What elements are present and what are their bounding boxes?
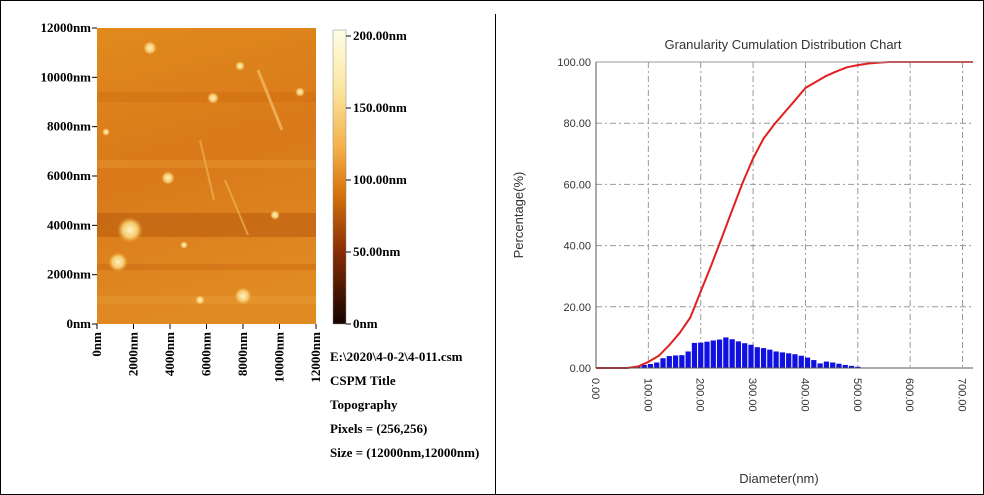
histogram-bar [685, 351, 691, 368]
x-tick-label: 700.00 [956, 378, 968, 412]
afm-topography-image [97, 28, 316, 324]
y-tick-label: 80.00 [563, 118, 591, 130]
panel-divider [495, 14, 496, 495]
afm-y-tick-label: 10000nm [40, 69, 91, 84]
afm-y-tick-label: 2000nm [47, 267, 91, 282]
afm-y-tick-label: 6000nm [47, 168, 91, 183]
chart-axes: 0.00 20.00 40.00 60.00 80.00 100.00 0.00 100.00… [557, 57, 973, 412]
afm-info-pixels: Pixels = (256,256) [330, 421, 427, 436]
afm-panel: 12000nm10000nm8000nm6000nm4000nm2000nm0n… [40, 20, 479, 460]
histogram-bar [729, 339, 735, 368]
afm-y-axis: 12000nm 10000nm 8000nm 6000nm 4000nm 2000nm 0n… [40, 20, 97, 331]
afm-colorbar-tick-label: 200.00nm [353, 28, 407, 43]
histogram-bar [679, 355, 685, 368]
histogram-bar [823, 361, 830, 368]
histogram-bar [786, 353, 792, 368]
histogram-bar [691, 342, 698, 368]
histogram-bar [672, 355, 679, 368]
histogram-bar [855, 366, 861, 368]
histogram-bar [817, 363, 823, 368]
histogram-bar [742, 343, 748, 368]
histogram-bar [704, 341, 710, 368]
y-tick-label: 0.00 [570, 363, 591, 375]
afm-colorbar-tick-label: 50.00nm [353, 244, 400, 259]
histogram-bar [811, 360, 817, 368]
histogram-bar [754, 347, 760, 368]
afm-x-tick-label: 4000nm [162, 332, 177, 376]
y-tick-label: 20.00 [563, 302, 591, 314]
y-tick-label: 60.00 [563, 179, 591, 191]
chart-title: Granularity Cumulation Distribution Char… [665, 37, 902, 52]
chart-histogram [635, 337, 861, 368]
chart-grid [596, 61, 973, 368]
afm-x-tick-label: 0nm [89, 332, 104, 357]
x-tick-label: 300.00 [746, 378, 758, 412]
histogram-bar [767, 349, 773, 368]
afm-info-file: E:\2020\4-0-2\4-011.csm [330, 349, 463, 364]
afm-y-tick-label: 4000nm [47, 217, 91, 232]
afm-y-tick-label: 12000nm [40, 20, 91, 35]
afm-info-title: CSPM Title [330, 373, 396, 388]
histogram-bar [698, 342, 704, 368]
x-tick-label: 100.00 [641, 378, 653, 412]
afm-info: E:\2020\4-0-2\4-011.csm CSPM Title Topog… [330, 349, 479, 460]
x-tick-label: 0.00 [589, 378, 601, 399]
y-tick-label: 100.00 [557, 57, 591, 69]
histogram-bar [654, 362, 660, 368]
histogram-bar [773, 351, 779, 368]
histogram-bar [792, 354, 798, 368]
chart-xlabel: Diameter(nm) [739, 471, 818, 486]
histogram-bar [830, 362, 836, 368]
histogram-bar [723, 337, 729, 368]
histogram-bar [641, 364, 647, 368]
afm-info-size: Size = (12000nm,12000nm) [330, 445, 479, 460]
histogram-bar [848, 365, 855, 368]
afm-colorbar-tick-label: 150.00nm [353, 100, 407, 115]
chart-ylabel: Percentage(%) [511, 172, 526, 259]
afm-x-axis: 0nm 2000nm 4000nm 6000nm 8000nm 10000nm 12000n… [89, 324, 323, 383]
afm-y-tick-label: 8000nm [47, 119, 91, 134]
afm-y-tick-label: 0nm [66, 316, 91, 331]
histogram-bar [660, 358, 666, 368]
afm-info-mode: Topography [330, 397, 398, 412]
histogram-bar [836, 363, 842, 368]
x-tick-label: 600.00 [903, 378, 915, 412]
histogram-bar [804, 357, 811, 368]
cumulative-curve [596, 61, 973, 369]
histogram-bar [716, 339, 723, 368]
histogram-bar [748, 344, 754, 368]
histogram-bar [842, 364, 848, 368]
histogram-bar [666, 356, 672, 368]
histogram-bar [760, 348, 767, 368]
x-tick-label: 400.00 [798, 378, 810, 412]
histogram-bar [710, 340, 716, 368]
x-tick-label: 200.00 [694, 378, 706, 412]
histogram-bar [735, 341, 742, 368]
y-tick-label: 40.00 [563, 241, 591, 253]
chart-cumulative-line [596, 61, 973, 369]
distribution-chart: Granularity Cumulation Distribution Char… [511, 37, 973, 486]
afm-x-tick-label: 12000nm [308, 332, 323, 383]
afm-x-tick-label: 10000nm [272, 332, 287, 383]
histogram-bar [779, 352, 786, 368]
afm-colorbar-tick-label: 100.00nm [353, 172, 407, 187]
afm-colorbar-tick-label: 0nm [353, 316, 378, 331]
afm-colorbar-axis: 200.00nm 150.00nm 100.00nm 50.00nm 0nm [346, 28, 407, 331]
x-tick-label: 500.00 [851, 378, 863, 412]
afm-x-tick-label: 2000nm [126, 332, 141, 376]
afm-x-tick-label: 6000nm [199, 332, 214, 376]
histogram-bar [647, 364, 654, 368]
histogram-bar [798, 355, 804, 368]
afm-x-tick-label: 8000nm [235, 332, 250, 376]
afm-colorbar [332, 29, 347, 325]
